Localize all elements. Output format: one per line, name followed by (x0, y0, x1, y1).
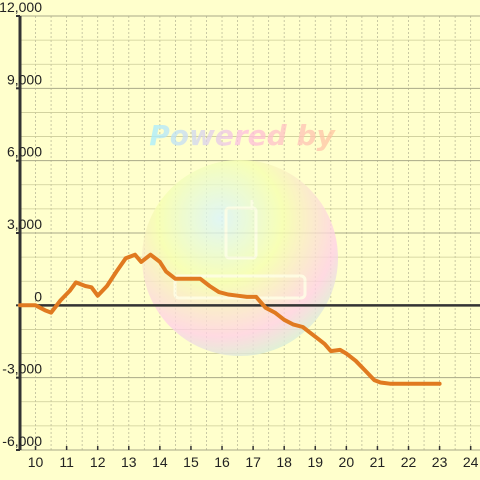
series-group (18, 252, 442, 386)
y-tick-label: 9,000 (7, 71, 42, 87)
y-tick-label: -3,000 (2, 361, 42, 377)
x-tick-label: 19 (307, 454, 323, 470)
x-tick-label: 24 (463, 454, 479, 470)
y-tick-label: 12,000 (0, 0, 42, 15)
x-tick-label: 13 (121, 454, 137, 470)
x-tick-label: 21 (370, 454, 386, 470)
x-tick-label: 10 (28, 454, 44, 470)
y-tick-label: 3,000 (7, 216, 42, 232)
powered-by-watermark: Powered by (142, 119, 338, 356)
y-tick-label: 0 (34, 288, 42, 304)
axes (16, 15, 480, 451)
y-tick-label: -6,000 (2, 433, 42, 449)
x-tick-label: 22 (401, 454, 417, 470)
x-tick-label: 16 (214, 454, 230, 470)
x-tick-label: 23 (432, 454, 448, 470)
watermark-powered-by: Powered by (149, 119, 336, 152)
x-tick-label: 17 (245, 454, 261, 470)
tick-labels: -6,000 -3,000 0 3,000 6,000 9,000 12,000 10 11 12… (0, 0, 479, 470)
x-tick-label: 15 (183, 454, 199, 470)
x-tick-label: 20 (339, 454, 355, 470)
x-tick-label: 18 (276, 454, 292, 470)
series-line (18, 252, 442, 386)
y-tick-label: 6,000 (7, 144, 42, 160)
x-tick-label: 12 (90, 454, 106, 470)
x-tick-label: 14 (152, 454, 168, 470)
x-tick-label: 11 (59, 454, 74, 470)
